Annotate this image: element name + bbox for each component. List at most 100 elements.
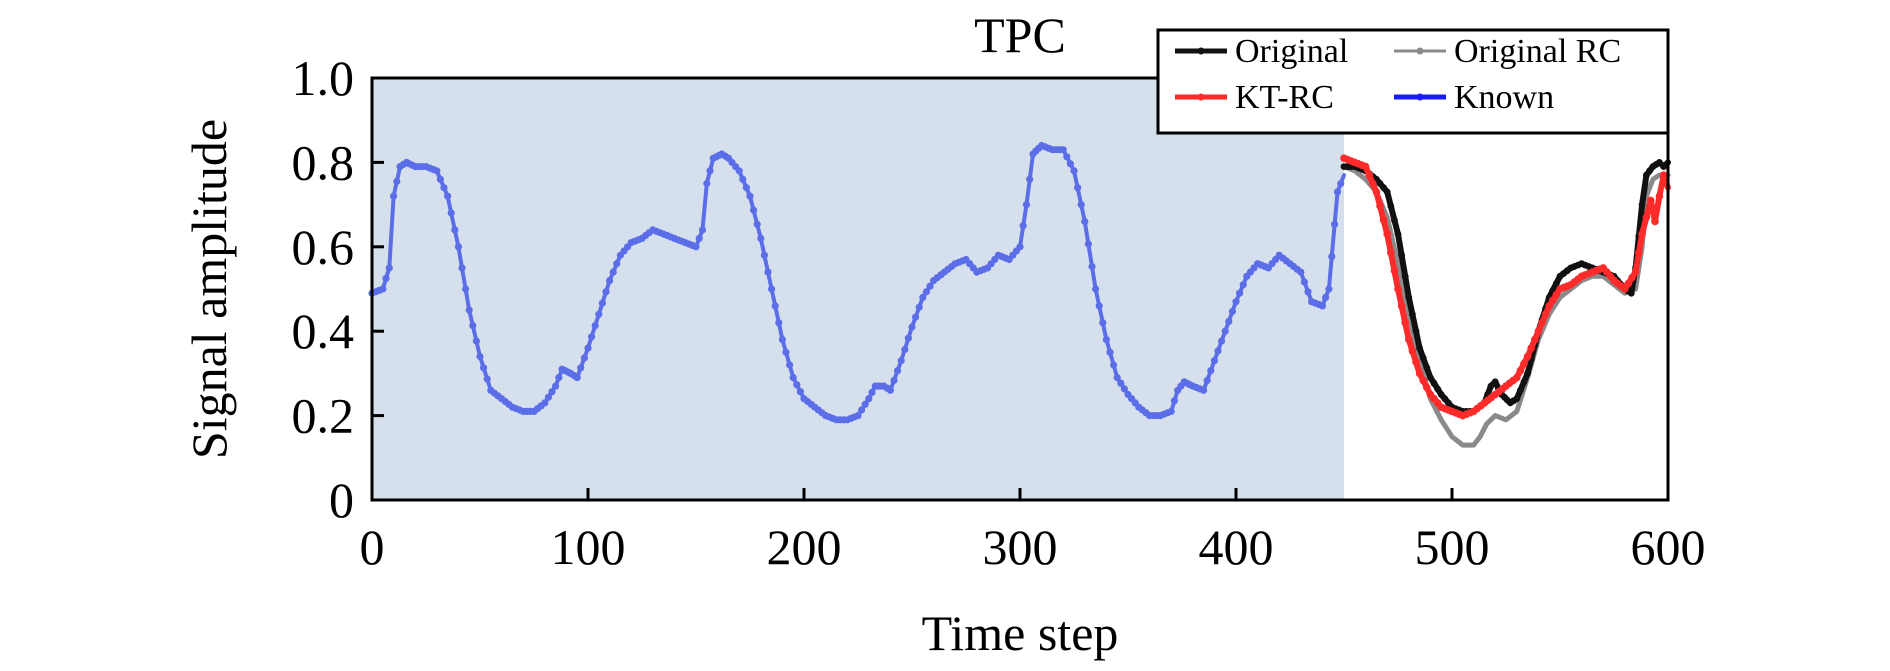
series-point-known <box>886 386 895 394</box>
series-point-known <box>1081 217 1089 226</box>
series-point-known <box>912 313 920 321</box>
series-point-known <box>1070 167 1078 175</box>
series-point-known <box>901 345 909 354</box>
series-point-known <box>609 268 617 276</box>
series-point-original <box>1430 379 1438 387</box>
series-point-kt-rc <box>1379 216 1388 224</box>
series-layer <box>368 141 1671 448</box>
legend: Original Original RC KT-RC Known <box>1156 28 1670 135</box>
series-point-original <box>1387 202 1395 210</box>
series-point-known <box>1333 188 1342 196</box>
series-point-known <box>692 243 700 251</box>
series-point-original-rc <box>1500 416 1505 421</box>
series-point-known <box>1239 281 1247 289</box>
series-point-kt-rc <box>1638 230 1646 238</box>
series-point-known <box>1304 288 1312 296</box>
series-point-kt-rc <box>1523 352 1532 361</box>
series-point-known <box>385 264 393 272</box>
series-point-original-rc <box>1460 442 1466 448</box>
series-point-known <box>890 376 898 384</box>
series-point-kt-rc <box>1401 319 1409 327</box>
series-point-kt-rc <box>1651 217 1659 226</box>
series-point-known <box>1074 184 1082 192</box>
series-point-kt-rc <box>1423 383 1431 392</box>
series-point-known <box>908 323 916 331</box>
series-point-original-rc <box>1446 428 1451 434</box>
legend-box <box>1156 28 1670 135</box>
series-point-original <box>1524 370 1531 377</box>
series-point-known <box>469 322 477 330</box>
y-axis-label: Signal amplitude <box>181 119 237 459</box>
series-point-known <box>1210 357 1218 365</box>
series-point-known <box>1214 347 1222 355</box>
series-point-original <box>1656 159 1663 166</box>
series-point-known <box>440 184 448 192</box>
y-tick-label: 1.0 <box>292 50 355 106</box>
series-point-kt-rc <box>1408 347 1417 355</box>
series-point-known <box>588 333 596 341</box>
y-tick-label: 0.8 <box>292 134 355 190</box>
series-point-known <box>703 179 711 188</box>
series-point-kt-rc <box>1655 192 1664 200</box>
series-point-original <box>1627 289 1635 297</box>
series-point-original <box>1517 386 1524 394</box>
series-point-original-rc <box>1480 428 1486 433</box>
series-point-known <box>1331 220 1339 228</box>
series-point-kt-rc <box>1372 188 1381 196</box>
series-point-known <box>580 354 589 362</box>
series-point-known <box>1120 385 1128 393</box>
series-point-known <box>775 319 783 327</box>
series-point-known <box>606 277 614 285</box>
series-point-original <box>1391 216 1398 224</box>
series-point-kt-rc <box>1513 373 1521 382</box>
series-point-kt-rc <box>1376 202 1384 210</box>
series-point-known <box>1088 262 1096 271</box>
series-point-known <box>379 285 387 293</box>
y-tick-label: 0 <box>329 472 354 528</box>
series-point-kt-rc <box>1365 171 1373 179</box>
legend-marker-kt-rc <box>1197 93 1205 101</box>
series-point-original <box>1427 374 1434 381</box>
series-point-known <box>750 206 758 214</box>
series-point-known <box>1337 179 1345 188</box>
series-point-known <box>897 357 905 365</box>
series-point-known <box>1106 348 1114 356</box>
series-point-kt-rc <box>1538 319 1546 327</box>
series-point-known <box>861 400 869 408</box>
axis-ticks: 0 100 200 300 400 500 600 0 0.2 0.4 0.6 0.8 1.0 <box>292 50 1706 575</box>
series-point-original-rc <box>1453 437 1458 442</box>
series-point-original <box>1423 364 1431 372</box>
series-point-known <box>1325 285 1333 293</box>
series-point-known <box>695 234 703 242</box>
series-point-known <box>915 303 923 311</box>
series-point-original <box>1638 201 1646 209</box>
series-point-original <box>1412 327 1420 335</box>
series-point-known <box>613 260 621 268</box>
series-point-kt-rc <box>1531 335 1539 344</box>
series-point-known <box>483 375 491 383</box>
series-point-known <box>382 274 390 282</box>
legend-marker-original <box>1197 47 1205 55</box>
series-point-known <box>1102 336 1110 344</box>
legend-label-known: Known <box>1454 79 1554 116</box>
series-point-known <box>1328 253 1336 261</box>
series-point-kt-rc <box>1520 359 1528 368</box>
series-point-known <box>1059 146 1067 154</box>
series-point-known <box>436 175 444 183</box>
x-tick-label: 300 <box>983 519 1058 575</box>
series-point-original-rc <box>1647 185 1652 191</box>
series-point-known <box>577 364 585 372</box>
series-point-kt-rc <box>1394 285 1402 293</box>
series-point-known <box>706 167 714 175</box>
series-point-known <box>1225 317 1233 325</box>
series-point-known <box>1218 337 1226 345</box>
series-point-known <box>480 364 488 372</box>
series-point-known <box>451 226 459 234</box>
series-point-known <box>782 348 790 356</box>
series-point-known <box>1318 302 1326 310</box>
series-point-known <box>1026 175 1034 183</box>
series-point-original-rc <box>1435 410 1440 416</box>
series-point-original <box>1401 272 1409 280</box>
series-point-known <box>1207 367 1215 375</box>
series-point-kt-rc <box>1659 171 1668 179</box>
